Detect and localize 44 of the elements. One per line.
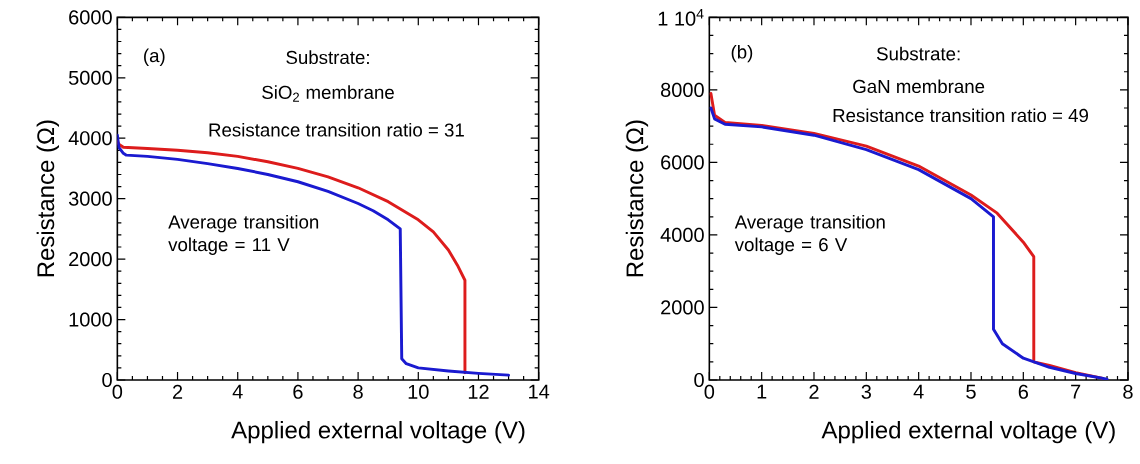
x-tick-label: 4 [913,384,924,399]
annotation: Average transition voltage = 6 V [734,214,885,255]
annotation: Average transition voltage = 11 V [168,214,319,255]
y-tick-label: 0 [694,372,704,388]
y-tick-label: 6000 [661,155,704,170]
x-tick-label: 6 [1018,384,1028,399]
x-axis-title: Applied external voltage (V) [231,420,525,444]
x-tick-label: 2 [809,384,819,399]
y-tick-label: 0 [102,372,112,388]
x-tick-label: 3 [861,384,872,399]
annotation: GaN membrane [853,79,985,94]
annotation: (a) [144,48,165,66]
x-tick-label: 10 [408,384,429,399]
x-tick-label: 0 [112,384,123,399]
y-tick-label: 6000 [69,10,112,25]
x-tick-label: 8 [353,384,363,399]
y-tick-label: 4000 [660,227,704,242]
y-tick-label: 5000 [68,70,112,85]
x-axis-title: Applied external voltage (V) [821,420,1115,444]
y-tick-label: 1 10$^{4}$ [658,8,704,26]
y-axis-title: Resistance (Ω) [36,120,59,277]
annotation: (b) [731,44,753,63]
x-tick-label: 0 [704,384,715,399]
y-tick-label: 4000 [68,131,112,146]
x-tick-label: 2 [172,384,183,399]
y-tick-label: 3000 [68,191,112,206]
x-tick-label: 5 [966,384,976,399]
x-tick-label: 6 [293,384,303,399]
annotation: Substrate: [286,50,369,65]
y-tick-label: 2000 [661,300,704,315]
x-tick-label: 8 [1123,384,1133,399]
y-tick-label: 2000 [69,252,112,267]
x-tick-label: 4 [232,384,243,399]
x-tick-label: 1 [757,384,767,399]
y-tick-label: 1000 [69,312,112,327]
annotation: Substrate: [876,46,960,61]
y-tick-label: 8000 [661,82,704,97]
annotation: Resistance transition ratio = 49 [833,108,1088,123]
y-axis-title: Resistance (Ω) [625,120,649,277]
x-tick-label: 7 [1071,384,1081,399]
annotation: Resistance transition ratio = 31 [209,122,464,137]
x-tick-label: 14 [529,384,550,399]
annotation: SiO$_{2}$ membrane [262,85,394,102]
x-tick-label: 12 [468,384,489,399]
